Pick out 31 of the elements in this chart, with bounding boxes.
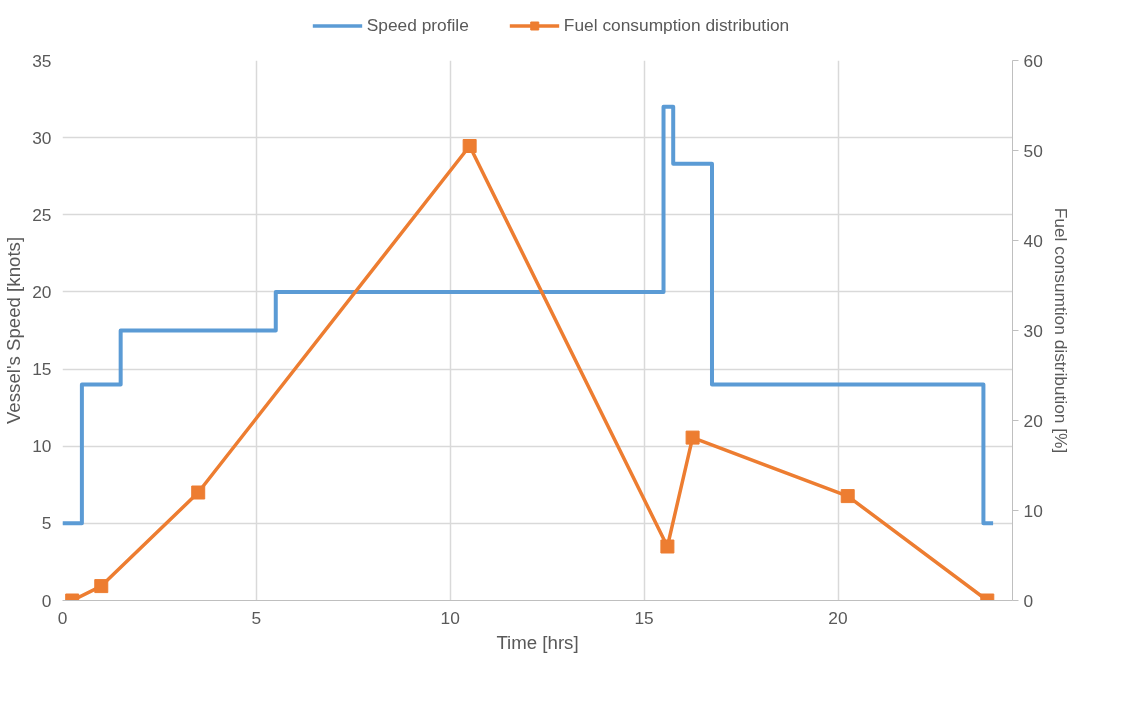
y-tick-label: 0 [41,590,52,611]
x-tick-label: 10 [440,607,460,628]
point [840,489,855,504]
y-tick-label: 15 [32,359,52,380]
y2-tick-label: 60 [1023,50,1043,71]
point [191,485,206,500]
x-tick-label: 0 [57,607,68,628]
y-tick-label: 25 [32,204,52,225]
legend-label: Fuel consumption distribution [563,14,790,36]
legend-label: Speed profile [366,14,469,36]
point [94,579,109,594]
y-tick-label: 5 [41,513,52,534]
point [462,139,477,153]
y-tick-label: 10 [32,436,52,457]
y-axis-title: Vessel's Speed [knots] [3,236,25,425]
y2-axis-title: Fuel consumtion distribution [%] [1050,207,1071,454]
y2-tick-label: 10 [1023,500,1043,521]
point [685,430,700,445]
y2-tick-label: 30 [1023,320,1043,341]
y2-tick-label: 0 [1023,590,1034,611]
x-axis-title: Time [hrs] [496,631,579,653]
x-tick-label: 5 [251,607,262,628]
y-tick-label: 20 [32,281,52,302]
x-tick-label: 20 [828,607,848,628]
x-tick-label: 15 [634,607,654,628]
y-tick-label: 30 [32,127,52,148]
y2-tick-label: 40 [1023,230,1043,251]
y-tick-label: 35 [32,50,52,71]
y2-tick-label: 20 [1023,410,1043,431]
y2-tick-label: 50 [1023,140,1043,161]
point [660,539,675,554]
